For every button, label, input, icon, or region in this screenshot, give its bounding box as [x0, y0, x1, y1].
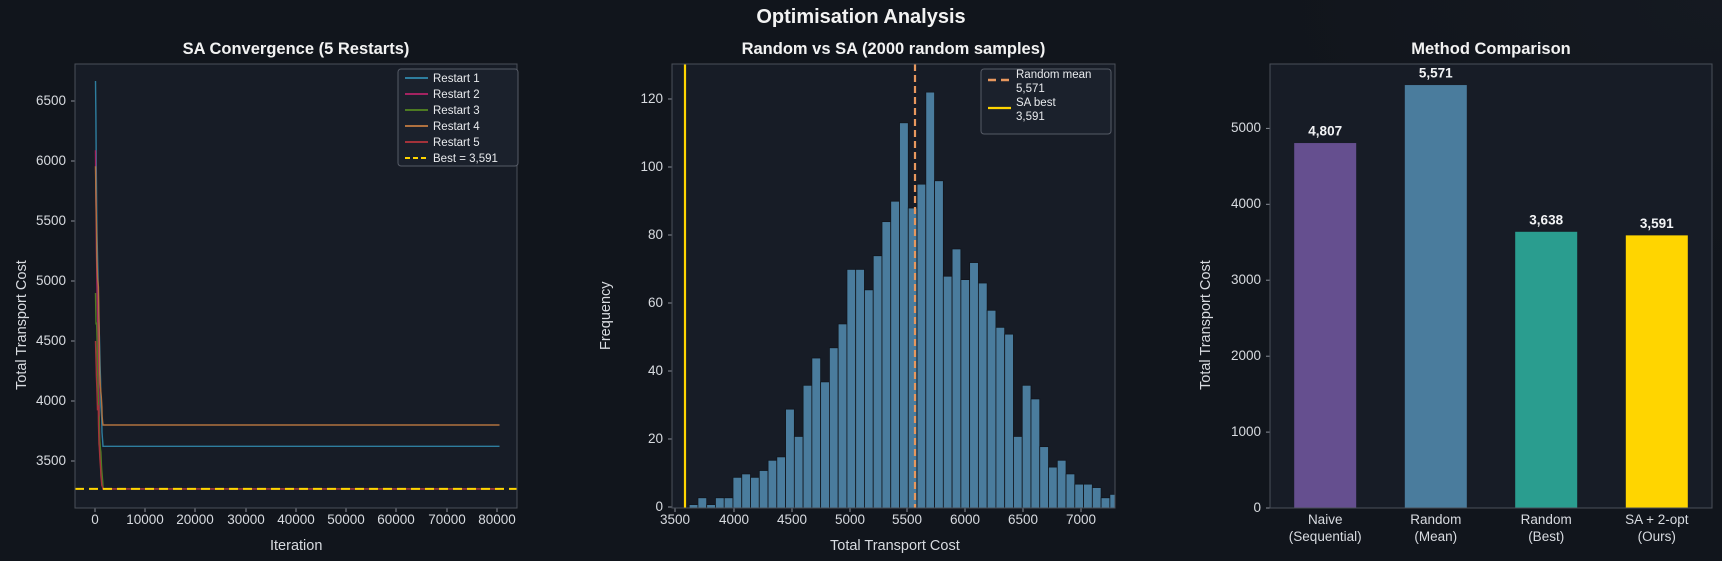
- svg-text:5,571: 5,571: [1419, 66, 1453, 81]
- svg-text:(Mean): (Mean): [1414, 529, 1457, 544]
- svg-text:3000: 3000: [1231, 272, 1261, 287]
- svg-text:5000: 5000: [1231, 120, 1261, 135]
- svg-text:(Best): (Best): [1528, 529, 1564, 544]
- svg-text:Random: Random: [1410, 512, 1461, 527]
- svg-text:(Ours): (Ours): [1638, 529, 1676, 544]
- svg-text:4,807: 4,807: [1308, 124, 1342, 139]
- svg-text:Naive: Naive: [1308, 512, 1343, 527]
- svg-text:3,591: 3,591: [1640, 216, 1674, 231]
- svg-text:SA + 2-opt: SA + 2-opt: [1625, 512, 1689, 527]
- svg-text:(Sequential): (Sequential): [1289, 529, 1362, 544]
- svg-text:0: 0: [1253, 500, 1261, 515]
- svg-text:2000: 2000: [1231, 348, 1261, 363]
- svg-text:1000: 1000: [1231, 424, 1261, 439]
- svg-text:4000: 4000: [1231, 196, 1261, 211]
- svg-text:3,638: 3,638: [1529, 212, 1563, 227]
- svg-text:Random: Random: [1521, 512, 1572, 527]
